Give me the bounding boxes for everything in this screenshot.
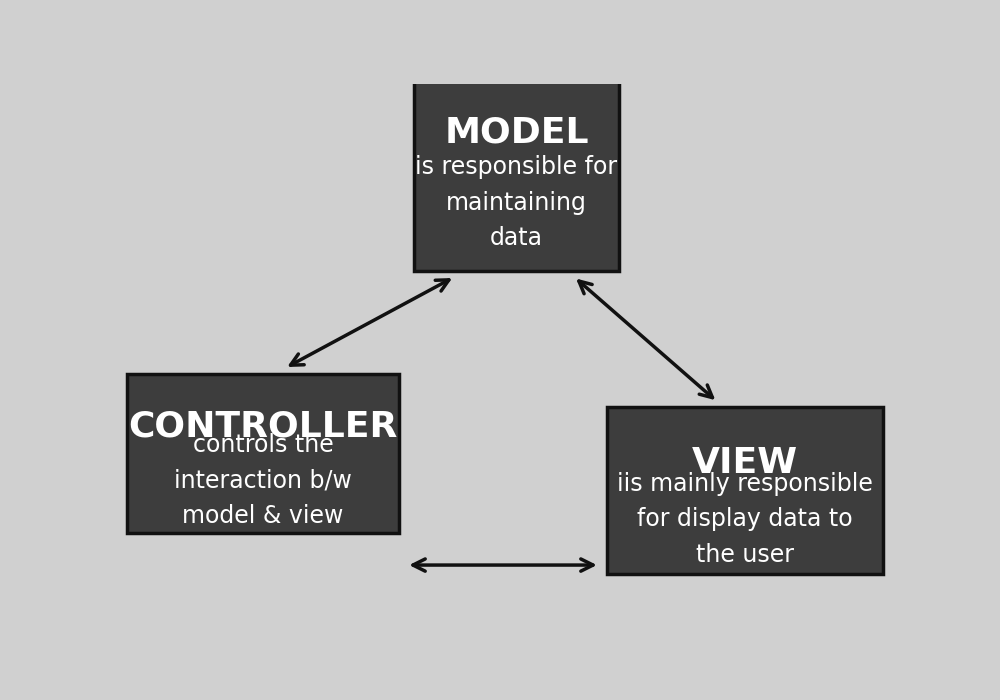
FancyBboxPatch shape: [607, 407, 883, 575]
FancyBboxPatch shape: [414, 64, 619, 272]
Text: CONTROLLER: CONTROLLER: [128, 410, 398, 443]
Text: controls the
interaction b/w
model & view: controls the interaction b/w model & vie…: [174, 433, 352, 528]
FancyBboxPatch shape: [127, 374, 399, 533]
Text: MODEL: MODEL: [444, 116, 589, 149]
Text: VIEW: VIEW: [692, 445, 798, 480]
Text: is responsible for
maintaining
data: is responsible for maintaining data: [415, 155, 617, 250]
Text: iis mainly responsible
for display data to
the user: iis mainly responsible for display data …: [617, 472, 873, 567]
